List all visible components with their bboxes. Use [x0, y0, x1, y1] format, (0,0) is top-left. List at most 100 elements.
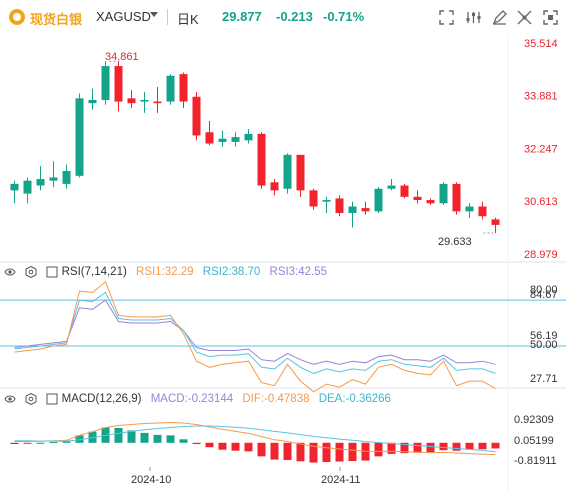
macd-histogram-bar: [88, 431, 97, 443]
candle-body: [192, 96, 201, 136]
gear-icon[interactable]: [25, 266, 37, 278]
candle-body: [36, 179, 45, 186]
coin-logo-icon: [9, 9, 25, 25]
chevron-down-icon[interactable]: [150, 12, 158, 17]
macd-histogram-bar: [153, 434, 162, 443]
macd-value: MACD:-0.23144: [150, 393, 234, 406]
macd-histogram-bar: [244, 442, 253, 452]
price-axis-label: 30.613: [524, 196, 558, 208]
macd-histogram-bar: [218, 442, 227, 450]
candle-body: [361, 208, 370, 212]
candle-body: [426, 200, 435, 204]
macd-histogram-bar: [387, 442, 396, 454]
candle-body: [413, 196, 422, 201]
settings-sliders-icon[interactable]: [465, 9, 482, 26]
macd-histogram-bar: [296, 442, 305, 462]
candle-body: [153, 101, 162, 104]
macd-histogram-bar: [478, 442, 487, 450]
macd-axis-label: -0.81911: [514, 455, 557, 467]
macd-histogram-bar: [309, 442, 318, 463]
rsi2-value: RSI2:38.70: [202, 266, 261, 279]
price-axis-label: 32.247: [524, 143, 558, 155]
rsi2-line: [14, 291, 496, 374]
candle-body: [400, 185, 409, 197]
macd-title: MACD(12,26,9): [61, 393, 142, 406]
rsi-axis-label: 50.00: [530, 339, 558, 351]
candle-body: [322, 200, 331, 202]
macd-histogram-bar: [166, 435, 175, 443]
macd-histogram-bar: [374, 442, 383, 457]
fullscreen-icon[interactable]: [438, 9, 455, 26]
rsi-axis-label: 56.19: [530, 330, 558, 342]
macd-histogram-bar: [192, 442, 201, 445]
price-axis-label: 28.979: [524, 249, 558, 261]
expand-icon[interactable]: [542, 9, 559, 26]
candle-body: [101, 66, 110, 100]
period-selector[interactable]: 日K: [177, 12, 199, 27]
macd-histogram-bar: [413, 442, 422, 453]
macd-histogram-bar: [179, 439, 188, 443]
draw-icon[interactable]: [491, 9, 508, 26]
macd-histogram-bar: [10, 442, 19, 445]
rsi-axis-label: 84.67: [530, 289, 558, 301]
candle-body: [75, 98, 84, 176]
macd-histogram-bar: [270, 442, 279, 460]
candle-body: [218, 138, 227, 142]
macd-histogram-bar: [140, 432, 149, 443]
candle-body: [491, 219, 500, 225]
candle-body: [244, 133, 253, 141]
macd-histogram-bar: [23, 442, 32, 444]
candle-body: [127, 98, 136, 104]
candle-body: [309, 190, 318, 207]
macd-histogram-bar: [426, 442, 435, 453]
candle-body: [335, 198, 344, 213]
candle-body: [231, 137, 240, 142]
rsi-title: RSI(7,14,21): [61, 266, 127, 279]
low-price-mark: 29.633: [438, 236, 472, 248]
candle-body: [439, 183, 448, 204]
rsi1-value: RSI1:32.29: [136, 266, 194, 279]
candlestick-chart[interactable]: 35.514 33.881 32.247 30.613 28.979 80.0084.67…: [0, 34, 566, 493]
macd-histogram-bar: [348, 442, 357, 462]
macd-dea-line: [14, 425, 496, 453]
candle-body: [205, 132, 214, 144]
macd-histogram-bar: [205, 442, 214, 448]
indicator-icon[interactable]: [516, 9, 533, 26]
candle-body: [10, 183, 19, 191]
price-change: -0.213: [276, 9, 313, 24]
gear-icon[interactable]: [25, 393, 37, 405]
macd-histogram-bar: [231, 442, 240, 451]
price-axis-label: 35.514: [524, 38, 558, 50]
macd-histogram-bar: [114, 427, 123, 443]
candle-body: [478, 206, 487, 217]
eye-icon[interactable]: [4, 266, 16, 278]
macd-histogram-bar: [127, 430, 136, 443]
candle-body: [452, 183, 461, 212]
candle-body: [465, 206, 474, 212]
price-change-pct: -0.71%: [323, 9, 365, 24]
candle-body: [257, 133, 266, 186]
rsi3-line: [14, 299, 496, 365]
macd-axis-label: 0.05199: [514, 435, 554, 447]
rsi1-line: [14, 280, 496, 393]
rsi-axis-label: 80.00: [530, 284, 558, 296]
candle-body: [348, 206, 357, 213]
rsi3-value: RSI3:42.55: [269, 266, 328, 279]
eye-icon[interactable]: [4, 393, 16, 405]
dif-value: DIF:-0.47838: [242, 393, 310, 406]
macd-histogram-bar: [400, 442, 409, 454]
rsi-axis-label: 27.71: [530, 373, 558, 385]
candle-body: [283, 154, 292, 189]
candle-body: [387, 185, 396, 189]
checkbox-icon[interactable]: [46, 266, 58, 278]
x-axis-label-oct: 2024-10: [131, 474, 172, 486]
candle-body: [49, 177, 58, 181]
macd-histogram-bar: [75, 435, 84, 443]
candle-body: [114, 66, 123, 102]
macd-histogram-bar: [452, 442, 461, 451]
symbol-selector[interactable]: XAGUSD: [96, 9, 151, 24]
macd-histogram-bar: [322, 442, 331, 463]
checkbox-icon[interactable]: [46, 393, 58, 405]
chart-header: 现货白银 XAGUSD 日K 29.877 -0.213 -0.71%: [0, 0, 566, 34]
candle-body: [296, 154, 305, 191]
